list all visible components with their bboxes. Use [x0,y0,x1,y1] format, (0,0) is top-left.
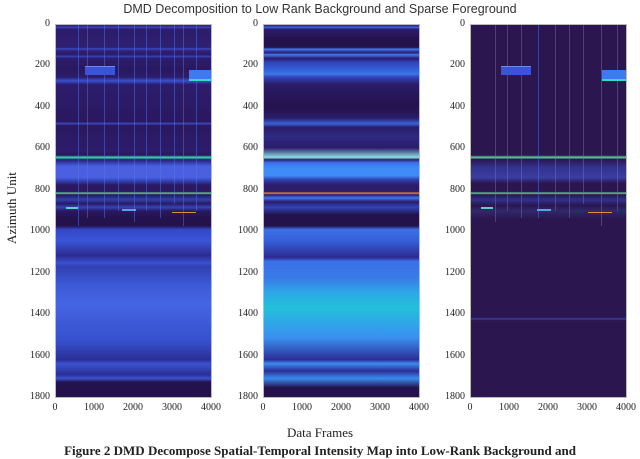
heatmap-panel-original [55,24,212,398]
chart-title: DMD Decomposition to Low Rank Background… [123,2,517,16]
figure-caption: Figure 2 DMD Decompose Spatial-Temporal … [64,443,576,458]
streak-layer [56,25,211,397]
target-block [189,70,211,81]
target-block [501,66,531,75]
orange-line [588,212,612,213]
streak-layer [471,25,626,397]
target-block [602,70,626,81]
target-block [85,66,115,75]
orange-line [172,212,196,213]
y-axis-label: Azimuth Unit [4,172,19,244]
x-axis-label: Data Frames [286,425,354,440]
heatmap-panel-low-rank [263,24,420,398]
heatmap-panel-sparse [470,24,627,398]
